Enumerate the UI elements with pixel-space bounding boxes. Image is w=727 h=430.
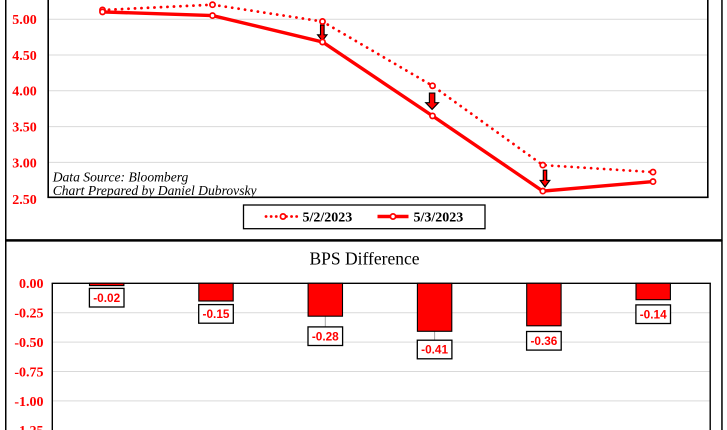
svg-text:BPS Difference: BPS Difference: [310, 249, 420, 269]
svg-text:-0.41: -0.41: [421, 343, 448, 357]
svg-text:-0.25: -0.25: [14, 307, 43, 322]
svg-text:-0.75: -0.75: [14, 365, 43, 380]
svg-text:-0.15: -0.15: [203, 307, 230, 321]
svg-text:-0.02: -0.02: [93, 291, 120, 305]
svg-text:Chart Prepared by Daniel Dubro: Chart Prepared by Daniel Dubrovsky: [53, 183, 258, 198]
svg-text:5.00: 5.00: [12, 13, 37, 28]
svg-text:2.50: 2.50: [12, 193, 37, 208]
svg-text:-1.00: -1.00: [14, 395, 43, 410]
svg-text:-0.36: -0.36: [530, 334, 557, 348]
svg-text:3.00: 3.00: [12, 156, 37, 171]
svg-text:-0.50: -0.50: [14, 336, 43, 351]
svg-text:4.00: 4.00: [12, 85, 37, 100]
svg-text:-0.28: -0.28: [312, 329, 339, 343]
svg-text:4.50: 4.50: [12, 49, 37, 64]
svg-text:5/2/2023: 5/2/2023: [303, 210, 353, 225]
svg-text:5/3/2023: 5/3/2023: [414, 210, 464, 225]
svg-text:3.50: 3.50: [12, 121, 37, 136]
svg-text:-1.25: -1.25: [14, 424, 43, 430]
svg-text:0.00: 0.00: [19, 277, 44, 292]
svg-text:Data Source: Bloomberg: Data Source: Bloomberg: [52, 169, 189, 184]
svg-text:-0.14: -0.14: [640, 307, 667, 321]
